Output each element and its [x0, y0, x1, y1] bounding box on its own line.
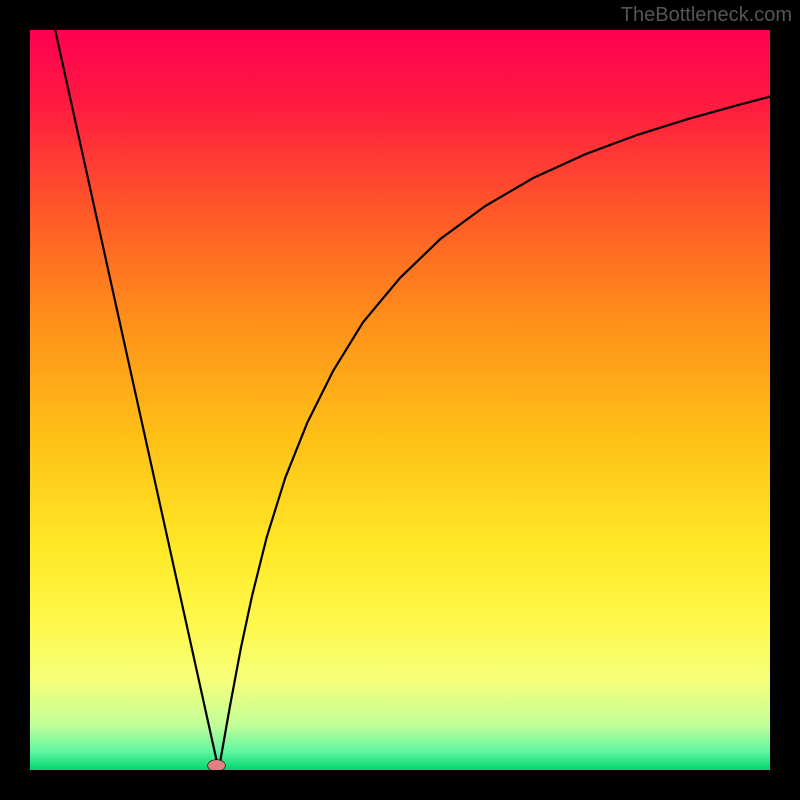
- bottleneck-chart: [30, 30, 770, 770]
- watermark-text: TheBottleneck.com: [621, 4, 792, 27]
- optimal-point-marker: [208, 760, 226, 770]
- chart-plot-area: [30, 30, 770, 770]
- chart-background-gradient: [30, 30, 770, 770]
